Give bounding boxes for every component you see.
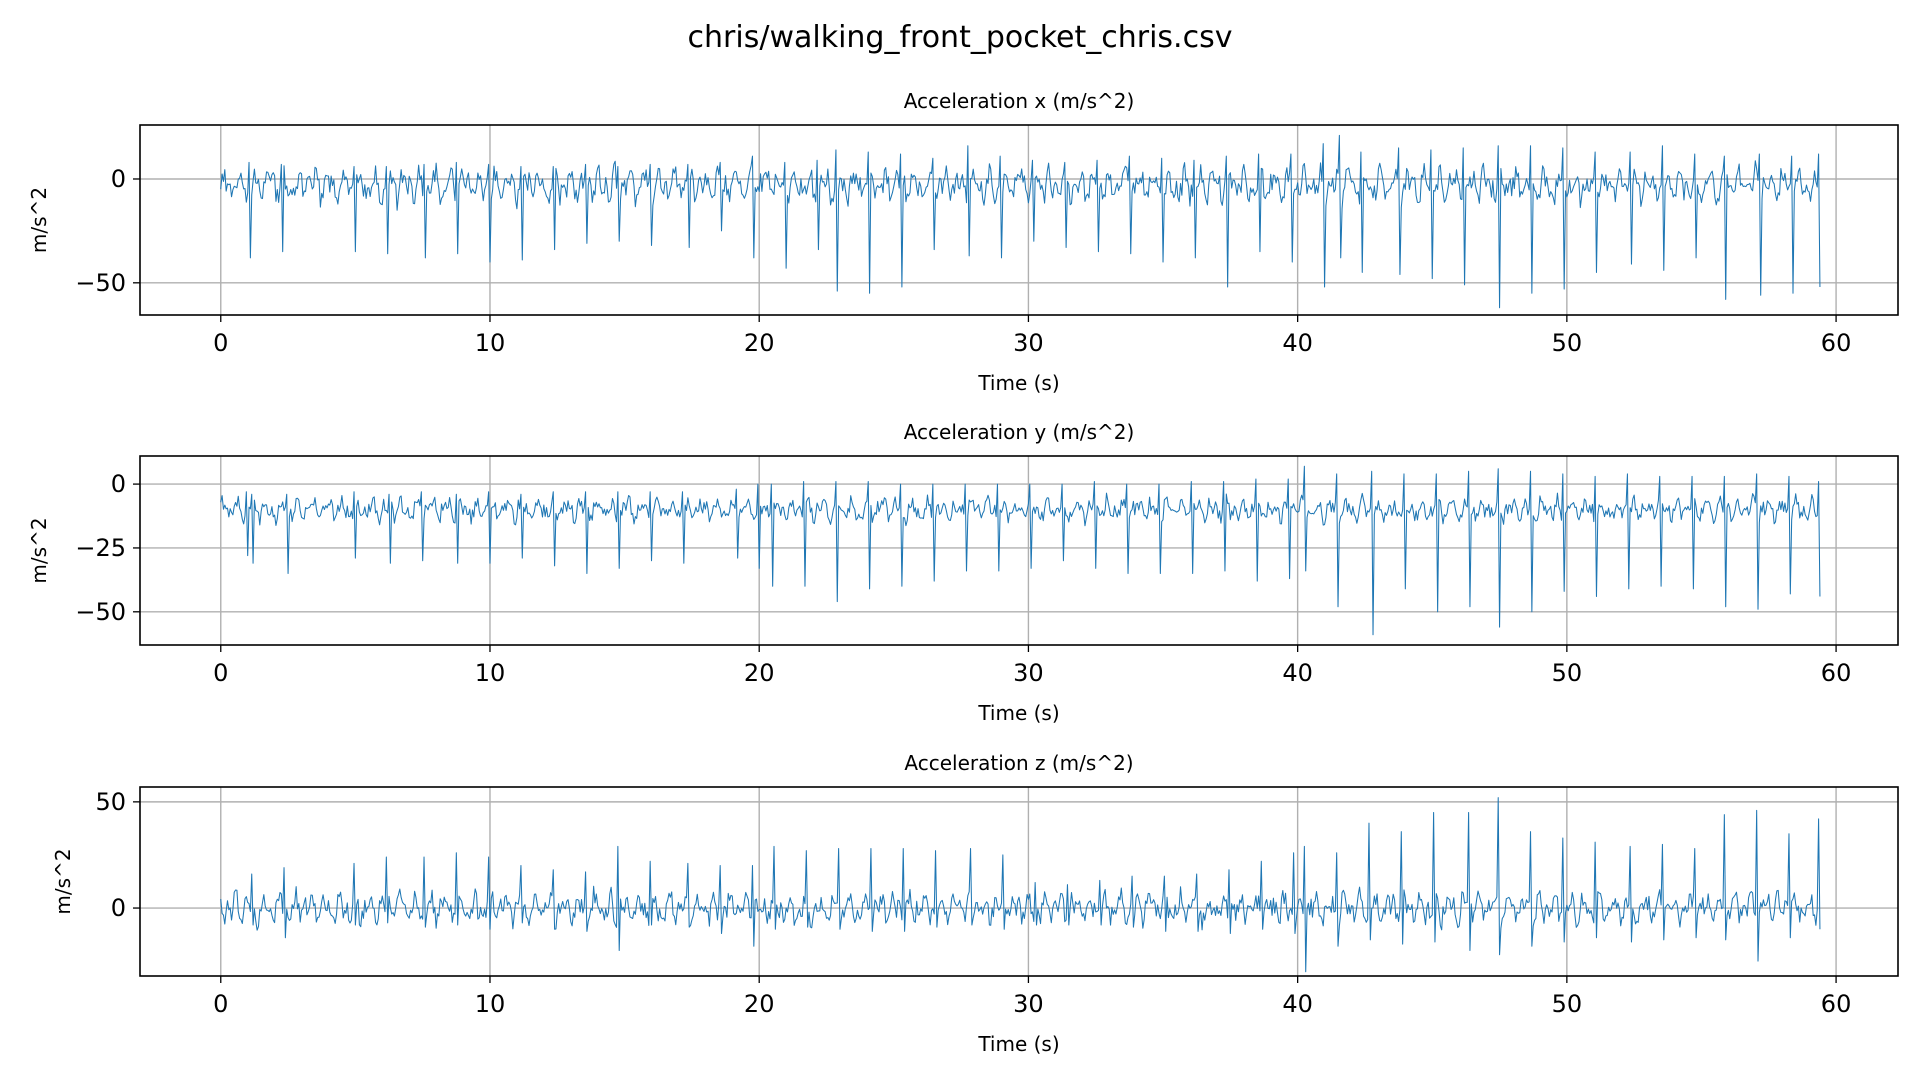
subplot-z: 0 10 20 30 40 50 60 50 0 Acceleration z (m/s^2) Ti… (51, 751, 1899, 1056)
x-tick-label: 0 (213, 659, 228, 687)
x-axis-z: 0 10 20 30 40 50 60 (213, 976, 1851, 1018)
series-line-z (220, 797, 1821, 973)
x-tick-label: 20 (744, 659, 775, 687)
y-axis-x: 0 −50 (75, 165, 140, 297)
x-tick-label: 30 (1013, 659, 1044, 687)
y-tick-label: 0 (111, 165, 126, 193)
y-tick-label: 0 (111, 470, 126, 498)
x-axis-y: 0 10 20 30 40 50 60 (213, 645, 1851, 687)
x-axis-label-x: Time (s) (977, 371, 1059, 395)
x-tick-label: 20 (744, 990, 775, 1018)
x-tick-label: 40 (1282, 329, 1313, 357)
x-tick-label: 10 (475, 990, 506, 1018)
plot-frame-x (139, 124, 1899, 316)
x-tick-label: 30 (1013, 990, 1044, 1018)
y-axis-label-x: m/s^2 (27, 187, 51, 253)
subplot-y: 0 10 20 30 40 50 60 0 −25 −50 Acceleration y (m/s^… (27, 420, 1899, 725)
x-tick-label: 10 (475, 329, 506, 357)
x-axis-label-z: Time (s) (977, 1032, 1059, 1056)
y-axis-y: 0 −25 −50 (75, 470, 140, 626)
x-tick-label: 40 (1282, 990, 1313, 1018)
subplot-title-x: Acceleration x (m/s^2) (904, 89, 1135, 113)
y-axis-label-y: m/s^2 (27, 517, 51, 583)
x-tick-label: 60 (1821, 659, 1852, 687)
x-tick-label: 30 (1013, 329, 1044, 357)
y-tick-label: −25 (75, 534, 126, 562)
x-tick-label: 60 (1821, 990, 1852, 1018)
x-tick-label: 20 (744, 329, 775, 357)
x-tick-label: 60 (1821, 329, 1852, 357)
y-tick-label: −50 (75, 598, 126, 626)
x-tick-label: 50 (1552, 659, 1583, 687)
subplot-x: 0 10 20 30 40 50 60 0 −50 Acceleration x (m/s^2) T… (27, 89, 1899, 395)
x-axis-label-y: Time (s) (977, 701, 1059, 725)
subplots: 0 10 20 30 40 50 60 0 −50 Acceleration x (m/s^2) T… (27, 89, 1899, 1056)
y-axis-label-z: m/s^2 (51, 848, 75, 914)
figure-title: chris/walking_front_pocket_chris.csv (688, 20, 1233, 55)
series-line-y (220, 465, 1821, 636)
plot-frame-y (139, 455, 1899, 646)
x-tick-label: 50 (1552, 329, 1583, 357)
plot-frame-z (139, 786, 1899, 977)
x-tick-label: 10 (475, 659, 506, 687)
series-line-x (220, 134, 1821, 309)
x-tick-label: 0 (213, 329, 228, 357)
y-tick-label: 0 (111, 894, 126, 922)
grid-y (140, 456, 1898, 645)
x-axis-x: 0 10 20 30 40 50 60 (213, 315, 1851, 357)
y-tick-label: 50 (95, 788, 126, 816)
subplot-title-y: Acceleration y (m/s^2) (904, 420, 1135, 444)
x-tick-label: 0 (213, 990, 228, 1018)
y-tick-label: −50 (75, 269, 126, 297)
subplot-title-z: Acceleration z (m/s^2) (904, 751, 1133, 775)
x-tick-label: 50 (1552, 990, 1583, 1018)
x-tick-label: 40 (1282, 659, 1313, 687)
y-axis-z: 50 0 (95, 788, 140, 922)
